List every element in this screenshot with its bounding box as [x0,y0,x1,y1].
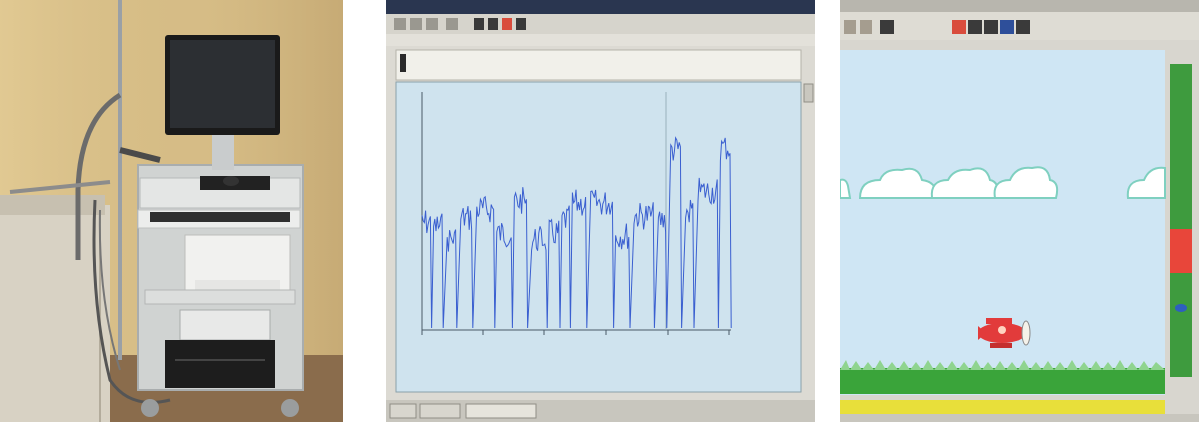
signal-plot-area [395,81,802,393]
airplane-icon [978,318,1031,348]
game-screen-drawing [840,0,1199,422]
signal-monitor-drawing [386,0,815,422]
equipment-photo [0,0,343,422]
signal-trace [421,136,732,329]
taskbar-item[interactable] [419,403,461,419]
equipment-photo-drawing [0,0,343,422]
score-meter-red [1170,229,1192,273]
meter-marker [1175,304,1187,312]
game-screen-photo [840,0,1199,422]
score-meter-green-lower [1170,273,1192,377]
game-taskbar [840,414,1199,422]
clouds [840,166,1166,199]
score-meter-green [1170,64,1192,229]
computer-unit [165,340,275,388]
taskbar-item[interactable] [465,403,537,419]
grass [840,368,1165,394]
start-button[interactable] [389,403,417,419]
ground-bar [840,400,1165,414]
amplifier [179,309,271,341]
scroll-button[interactable] [803,83,814,103]
signal-monitor-photo [386,0,815,422]
bed [0,205,110,422]
